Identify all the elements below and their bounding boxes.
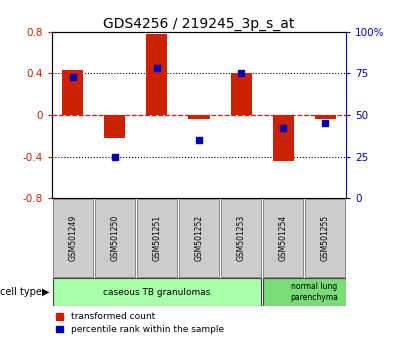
- Text: normal lung
parenchyma: normal lung parenchyma: [291, 282, 338, 302]
- Text: GSM501250: GSM501250: [110, 215, 119, 261]
- Title: GDS4256 / 219245_3p_s_at: GDS4256 / 219245_3p_s_at: [103, 17, 295, 31]
- Bar: [189, 115, 209, 119]
- FancyBboxPatch shape: [137, 199, 177, 277]
- Bar: [230, 74, 252, 115]
- Text: GSM501251: GSM501251: [152, 215, 162, 261]
- FancyBboxPatch shape: [95, 199, 135, 277]
- Legend: transformed count, percentile rank within the sample: transformed count, percentile rank withi…: [56, 313, 224, 334]
- Text: cell type: cell type: [0, 287, 42, 297]
- Text: GSM501255: GSM501255: [321, 215, 330, 261]
- Bar: [62, 70, 83, 115]
- Bar: [146, 34, 168, 115]
- Text: caseous TB granulomas: caseous TB granulomas: [103, 287, 211, 297]
- Text: GSM501252: GSM501252: [195, 215, 203, 261]
- FancyBboxPatch shape: [263, 199, 303, 277]
- FancyBboxPatch shape: [179, 199, 219, 277]
- Bar: [273, 115, 294, 161]
- FancyBboxPatch shape: [263, 279, 366, 306]
- FancyBboxPatch shape: [305, 199, 345, 277]
- FancyBboxPatch shape: [53, 199, 93, 277]
- FancyBboxPatch shape: [221, 199, 261, 277]
- Text: GSM501253: GSM501253: [236, 215, 246, 261]
- Text: ▶: ▶: [42, 287, 49, 297]
- Bar: [315, 115, 336, 119]
- Text: GSM501254: GSM501254: [279, 215, 288, 261]
- FancyBboxPatch shape: [53, 279, 261, 306]
- Bar: [104, 115, 125, 138]
- Text: GSM501249: GSM501249: [68, 215, 77, 261]
